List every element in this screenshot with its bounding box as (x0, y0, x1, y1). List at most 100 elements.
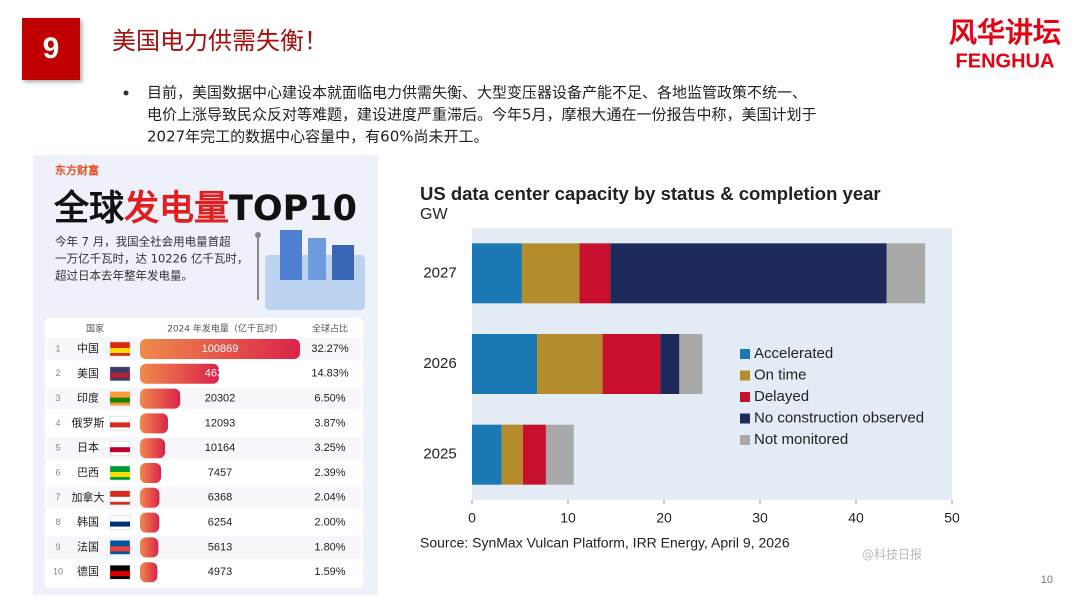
illustration (255, 230, 365, 310)
country: 德国 (77, 564, 99, 578)
x-tick-label: 50 (944, 510, 960, 526)
legend-label: Accelerated (754, 345, 833, 362)
x-tick-label: 0 (468, 510, 476, 526)
bar (140, 537, 159, 558)
logo-en: FENGHUA (956, 50, 1055, 72)
share: 1.59% (314, 566, 345, 578)
share: 3.25% (314, 442, 345, 454)
share: 14.83% (311, 368, 349, 380)
brand: 东方财富 (55, 163, 99, 177)
country: 印度 (77, 391, 99, 405)
legend-swatch (740, 370, 750, 381)
country: 法国 (77, 539, 99, 553)
x-tick-label: 20 (656, 510, 672, 526)
bar-segment (537, 334, 603, 394)
column-header: 全球占比 (312, 323, 348, 335)
page-number: 10 (1041, 574, 1053, 586)
country: 中国 (77, 342, 99, 355)
title-part: TOP10 (229, 189, 357, 229)
bar (140, 562, 158, 583)
description-line: 今年 7 月，我国全社会用电量首超 (55, 235, 231, 249)
table: 国家 2024 年发电量（亿千瓦时） 全球占比 1 中国 100869 32.27% 2 美国 4… (45, 318, 363, 588)
bar (140, 363, 219, 384)
bar-segment (472, 424, 502, 485)
flag-stripe (110, 521, 130, 527)
bullet-line: 电价上涨导致民众反对等难题，建设进度严重滞后。今年5月，摩根大通在一份报告中称，… (147, 106, 817, 124)
share: 1.80% (314, 541, 345, 553)
bar (140, 487, 160, 508)
legend-label: Not monitored (754, 431, 848, 448)
legend-swatch (740, 413, 750, 424)
bar-segment (579, 243, 611, 304)
legend-label: Delayed (754, 388, 809, 405)
bar (140, 339, 300, 359)
bar-segment (522, 424, 546, 485)
infographic-title: 全球发电量TOP10 (53, 188, 357, 229)
bar (140, 413, 168, 434)
bullet-line: 2027年完工的数据中心容量中，有60%尚未开工。 (147, 128, 489, 146)
flag-stripe (110, 546, 130, 552)
watermark: @科技日报 (862, 547, 922, 562)
value: 46348 (205, 368, 236, 380)
building (332, 245, 354, 280)
building (308, 238, 326, 280)
country: 日本 (77, 440, 99, 454)
value: 100869 (202, 343, 239, 355)
bar (140, 438, 166, 459)
source: Source: SynMax Vulcan Platform, IRR Ener… (420, 535, 790, 551)
bar-segment (545, 424, 574, 485)
x-tick-label: 40 (848, 510, 864, 526)
slide-title: 美国电力供需失衡！ (112, 27, 328, 55)
value: 4973 (208, 566, 232, 578)
rank: 2 (55, 368, 60, 378)
bar-segment (886, 243, 926, 304)
rank: 10 (53, 567, 63, 577)
rank: 6 (55, 467, 60, 477)
chart-title: US data center capacity by status & comp… (420, 183, 881, 204)
number-badge (22, 18, 80, 80)
rank: 8 (55, 517, 60, 527)
bar-segment (501, 424, 523, 485)
share: 2.00% (314, 517, 345, 529)
column-header: 2024 年发电量（亿千瓦时） (167, 323, 283, 335)
country: 加拿大 (72, 490, 105, 504)
value: 6254 (208, 517, 232, 529)
country: 韩国 (77, 515, 99, 529)
country: 美国 (77, 367, 99, 380)
description-line: 一万亿千瓦时，达 10226 亿千瓦时， (55, 252, 248, 266)
chart: US data center capacity by status & comp… (420, 183, 960, 562)
rank: 1 (55, 343, 60, 353)
legend-label: No construction observed (754, 409, 924, 426)
title-part: 全球 (53, 188, 125, 229)
share: 6.50% (314, 393, 345, 405)
legend-label: On time (754, 366, 807, 383)
unit-label: GW (420, 206, 448, 223)
value: 6368 (208, 492, 232, 504)
flag-stripe (110, 348, 130, 353)
value: 5613 (208, 541, 232, 553)
bar-segment (679, 334, 703, 394)
building (280, 230, 302, 280)
share: 2.04% (314, 492, 345, 504)
share: 32.27% (311, 343, 349, 355)
flag-stripe (110, 422, 130, 428)
flag-stripe (110, 571, 130, 577)
flag-stripe (110, 472, 130, 477)
country: 巴西 (77, 466, 99, 479)
flag-stripe (110, 372, 130, 378)
value: 12093 (205, 417, 236, 429)
value: 20302 (205, 393, 236, 405)
bar-segment (472, 334, 538, 394)
bar-segment (521, 243, 580, 304)
title-part: 发电量 (124, 189, 229, 229)
bar-segment (660, 334, 680, 394)
bar (140, 463, 162, 483)
column-header: 国家 (86, 323, 104, 335)
turbine-hub (255, 232, 261, 238)
bullet-line: 目前，美国数据中心建设本就面临电力供需失衡、大型变压器设备产能不足、各地监管政策… (147, 84, 807, 102)
x-tick-label: 10 (560, 510, 576, 526)
value: 7457 (208, 467, 232, 479)
rank: 9 (55, 542, 60, 552)
bar (140, 512, 160, 533)
